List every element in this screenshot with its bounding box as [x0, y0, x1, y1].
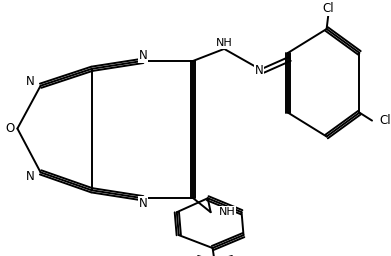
Text: N: N: [139, 49, 147, 62]
Text: Cl: Cl: [323, 2, 334, 15]
Text: N: N: [26, 170, 35, 183]
Text: N: N: [255, 64, 264, 77]
Text: NH: NH: [216, 38, 233, 48]
Text: N: N: [139, 197, 147, 210]
Text: N: N: [26, 75, 35, 88]
Text: NH: NH: [219, 207, 235, 217]
Text: Cl: Cl: [380, 114, 391, 127]
Text: O: O: [5, 122, 14, 135]
